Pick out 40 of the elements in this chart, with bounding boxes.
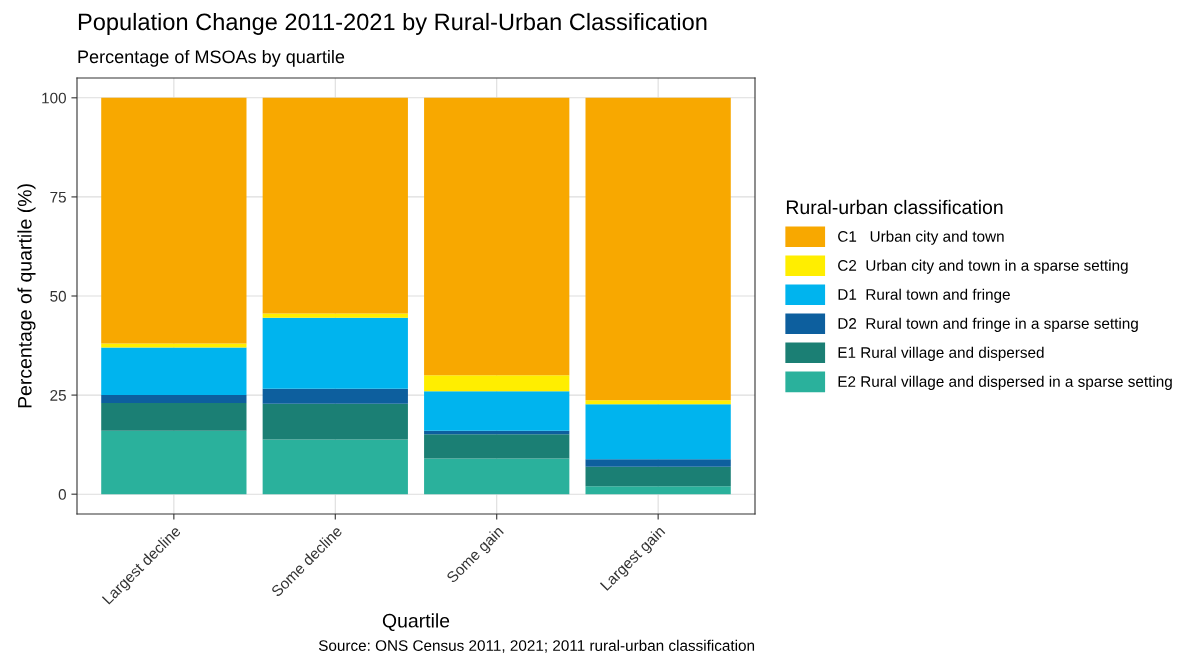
bar [585,459,731,467]
y-tick-label: 0 [58,489,66,500]
legend-label: E2 Rural village and dispersed in a sparse setting [838,375,1172,390]
y-tick-label: 100 [42,92,66,104]
bar [101,395,247,404]
bar [424,375,570,392]
chart-subtitle: Percentage of MSOAs by quartile [78,49,345,67]
bar [424,97,570,376]
bar [262,403,408,440]
bar [101,430,247,495]
legend-label: C2 Urban city and town in a sparse setting [838,259,1128,274]
legend-title: Rural-urban classification [786,199,1003,215]
legend-label: C1 Urban city and town [838,230,1004,245]
legend-label: D2 Rural town and fringe in a sparse setting [838,317,1138,332]
chart-title: Population Change 2011-2021 by Rural-Urban Classification [78,12,707,35]
bar [101,343,247,348]
bar [101,347,247,396]
bar [585,466,731,487]
bar [101,403,247,431]
bar [262,439,408,495]
source-note: Source: ONS Census 2011, 2021; 2011 rural-urban classification [318,639,755,653]
bar [585,400,731,405]
legend-label: E1 Rural village and dispersed [838,346,1044,361]
y-tick-label: 50 [50,290,66,302]
bar [262,388,408,404]
bar [424,391,570,431]
bar [262,317,408,389]
y-tick-label: 25 [50,389,66,401]
y-axis-title: Percentage of quartile (%) [17,184,36,408]
bar [585,97,731,401]
bar [262,97,408,314]
bar [585,404,731,460]
x-axis-title: Quartile [382,613,450,632]
bar [585,486,731,495]
y-tick-label: 75 [50,191,66,203]
legend-label: D1 Rural town and fringe [838,288,1010,303]
bar [424,434,570,459]
bar [262,313,408,318]
bar [424,458,570,495]
bar [101,97,247,344]
